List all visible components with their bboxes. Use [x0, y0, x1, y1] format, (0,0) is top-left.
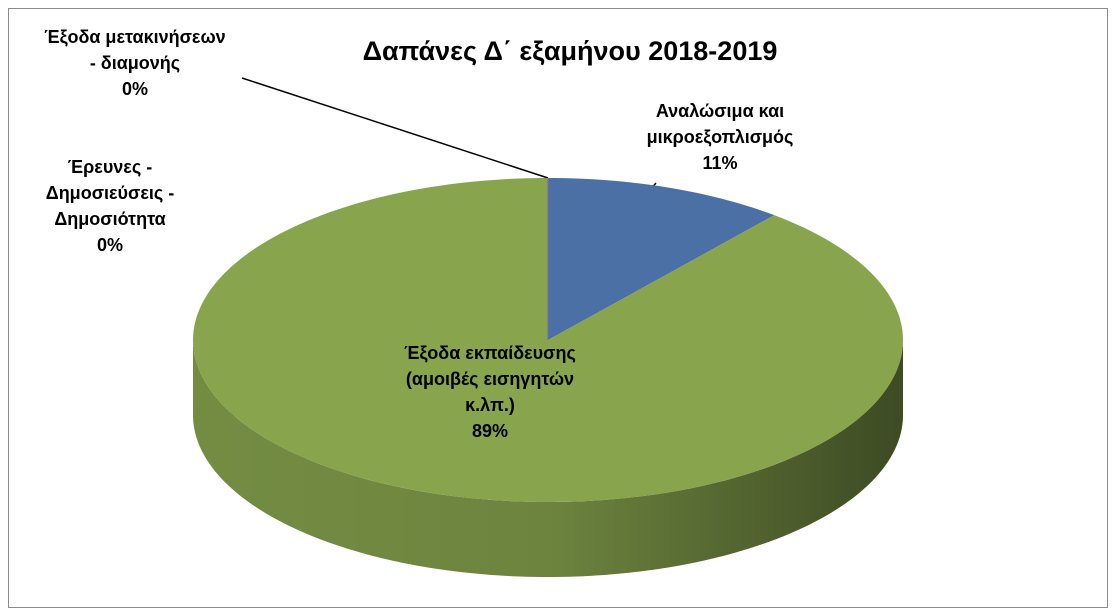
slice-name: Έξοδα μετακινήσεων - διαμονής: [44, 27, 226, 73]
chart: [193, 77, 903, 577]
slice-value: 0%: [121, 79, 148, 99]
data-label: Έρευνες - Δημοσιεύσεις - Δημοσιότητα 0%: [15, 154, 205, 258]
data-label: Αναλώσιμα και μικροεξοπλισμός 11%: [620, 98, 820, 176]
slice-name: Έξοδα εκπαίδευσης (αμοιβές εισηγητών κ.λ…: [404, 343, 576, 415]
slice-side-shade: [193, 340, 903, 577]
chart-title: Δαπάνες Δ΄ εξαμήνου 2018-2019: [362, 36, 778, 66]
slice-name: Έρευνες - Δημοσιεύσεις - Δημοσιότητα: [45, 157, 175, 229]
slice-value: 11%: [702, 153, 738, 173]
pie-slice: [548, 178, 775, 340]
leader-line: [241, 77, 549, 179]
slice-name: Αναλώσιμα και μικροεξοπλισμός: [646, 101, 794, 147]
slice-value: 0%: [96, 235, 123, 255]
data-label: Έξοδα εκπαίδευσης (αμοιβές εισηγητών κ.λ…: [395, 340, 585, 444]
slice-value: 89%: [471, 421, 509, 441]
data-label: Έξοδα μετακινήσεων - διαμονής 0%: [40, 24, 230, 102]
page: Δαπάνες Δ΄ εξαμήνου 2018-2019 (() => { c…: [8, 8, 1108, 608]
